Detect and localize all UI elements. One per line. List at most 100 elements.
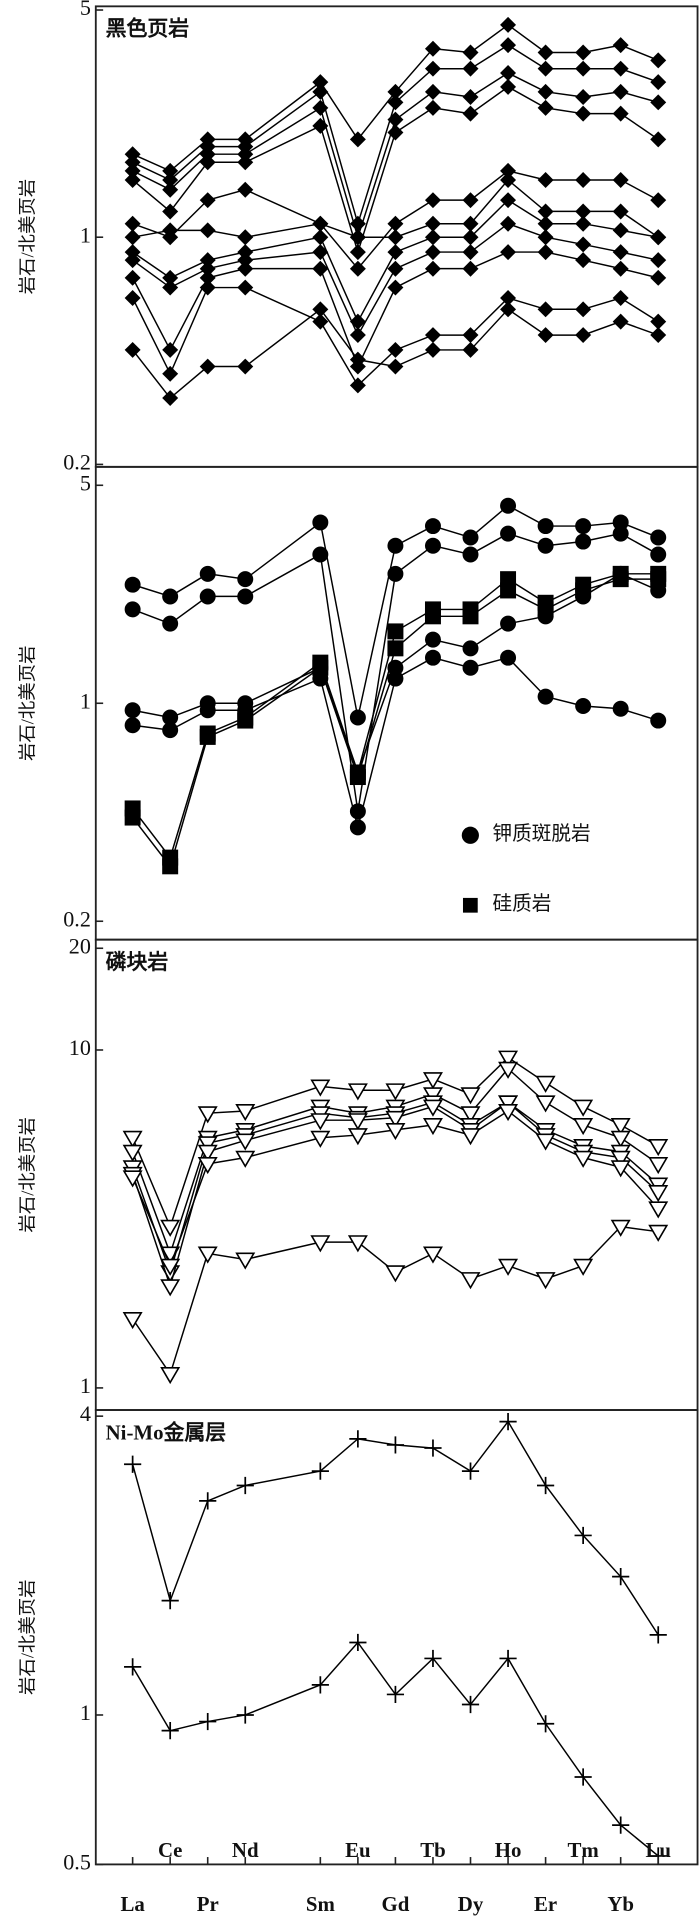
data-point	[500, 16, 517, 33]
data-point	[162, 390, 179, 407]
data-point	[124, 146, 141, 163]
data-point	[312, 117, 329, 134]
legend-symbol	[461, 826, 479, 844]
x-tick-label: Tm	[567, 1838, 599, 1862]
data-point	[237, 181, 254, 198]
data-point	[349, 351, 366, 368]
data-point	[162, 341, 179, 358]
data-point	[612, 571, 629, 588]
data-point	[124, 290, 141, 307]
data-point	[312, 229, 329, 246]
data-point	[310, 1079, 331, 1097]
data-point	[349, 803, 366, 820]
data-point	[199, 269, 216, 286]
series-line	[132, 1225, 659, 1376]
data-point	[575, 582, 592, 599]
legend-symbol	[462, 897, 478, 913]
data-point	[387, 260, 404, 277]
legend-label: 钾质斑脱岩	[492, 823, 590, 845]
data-point	[612, 222, 629, 239]
data-point	[460, 1272, 481, 1290]
data-point	[462, 192, 479, 209]
data-point	[312, 313, 329, 330]
data-point	[349, 819, 366, 836]
y-tick-label: 4	[80, 1401, 91, 1426]
data-point	[162, 709, 179, 726]
data-point	[500, 65, 517, 81]
data-point	[237, 571, 254, 588]
data-point	[349, 244, 366, 261]
data-point	[537, 327, 554, 344]
data-point	[612, 203, 629, 220]
data-point	[500, 162, 517, 179]
data-point	[312, 301, 329, 318]
data-point	[575, 252, 592, 269]
data-point	[199, 252, 216, 269]
data-point	[349, 327, 366, 344]
data-point	[612, 37, 629, 54]
data-point	[387, 537, 404, 554]
data-point	[122, 1170, 143, 1188]
data-point	[499, 1413, 517, 1431]
data-point	[387, 244, 404, 261]
data-point	[573, 1150, 594, 1168]
data-point	[199, 1712, 217, 1731]
data-point	[462, 89, 479, 105]
data-point	[610, 1118, 631, 1136]
data-point	[237, 252, 254, 269]
data-point	[424, 341, 441, 358]
data-point	[535, 1075, 556, 1093]
x-tick-label: Ho	[495, 1838, 522, 1862]
data-point	[424, 518, 441, 535]
data-point	[650, 546, 667, 563]
data-point	[387, 83, 404, 100]
data-point	[500, 244, 517, 261]
data-point	[462, 105, 479, 122]
data-point	[500, 615, 517, 632]
data-point	[387, 229, 404, 246]
data-point	[537, 215, 554, 232]
data-point	[349, 769, 366, 786]
data-point	[424, 649, 441, 666]
data-point	[462, 529, 479, 546]
x-tick-label: Pr	[197, 1892, 219, 1916]
data-point	[612, 171, 629, 188]
data-point	[424, 229, 441, 246]
data-point	[162, 722, 179, 739]
data-point	[574, 1768, 592, 1786]
data-point	[498, 1258, 519, 1276]
data-point	[312, 215, 329, 232]
data-point	[349, 215, 366, 232]
data-point	[199, 588, 216, 605]
data-point	[424, 99, 441, 116]
data-point	[387, 215, 404, 232]
data-point	[311, 1676, 329, 1694]
data-point	[162, 279, 179, 296]
y-tick-label: 1	[80, 222, 91, 247]
y-tick-label: 1	[80, 688, 91, 713]
panel-frame	[94, 465, 699, 941]
data-point	[312, 83, 329, 100]
panel-title: 黑色页岩	[106, 17, 190, 41]
data-point	[461, 1462, 480, 1480]
data-point	[197, 1246, 218, 1264]
data-point	[422, 1099, 443, 1117]
data-point	[311, 1462, 329, 1480]
y-tick-label: 1	[80, 1700, 91, 1725]
data-point	[124, 601, 141, 618]
data-point	[575, 236, 592, 253]
data-point	[162, 203, 179, 220]
data-point	[199, 260, 216, 277]
data-point	[197, 1136, 218, 1154]
data-point	[386, 1685, 405, 1704]
data-point	[162, 222, 179, 239]
data-point	[462, 215, 479, 232]
data-point	[199, 146, 216, 163]
data-point	[498, 1095, 519, 1113]
data-point	[462, 229, 479, 246]
data-point	[386, 1436, 405, 1454]
data-point	[199, 279, 216, 296]
data-point	[462, 546, 479, 563]
data-point	[573, 1258, 594, 1276]
data-point	[310, 1113, 331, 1131]
